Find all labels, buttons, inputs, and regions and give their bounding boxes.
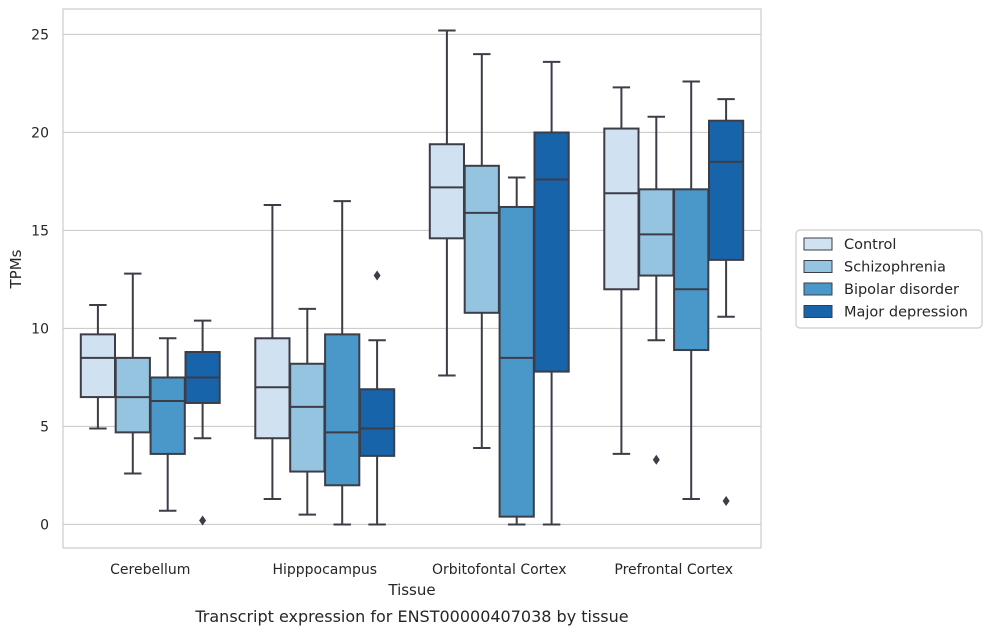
x-tick-label: Orbitofontal Cortex xyxy=(432,562,567,578)
legend-swatch xyxy=(803,305,833,318)
plot-frame xyxy=(62,8,762,549)
legend-label: Bipolar disorder xyxy=(844,282,959,298)
box-iqr xyxy=(149,376,186,455)
box xyxy=(358,270,396,526)
legend-frame xyxy=(795,229,983,329)
box-iqr xyxy=(358,388,396,457)
box-iqr xyxy=(79,333,117,399)
x-axis-label: Tissue xyxy=(387,581,435,599)
y-tick-label: 0 xyxy=(40,517,49,533)
y-tick-label: 20 xyxy=(31,125,49,141)
box xyxy=(149,337,186,512)
box-iqr xyxy=(428,143,466,240)
box-iqr xyxy=(673,188,710,352)
box-iqr xyxy=(603,127,640,291)
series-bipolar-disorder xyxy=(149,80,710,526)
outlier-point xyxy=(722,495,730,506)
box xyxy=(498,176,535,526)
x-tick-label: Hipppocampus xyxy=(272,562,377,578)
chart-caption: Transcript expression for ENST0000040703… xyxy=(194,607,628,626)
box xyxy=(603,86,640,455)
box-iqr xyxy=(707,119,745,261)
box xyxy=(254,204,291,500)
box-iqr xyxy=(498,205,535,518)
series-major-depression xyxy=(184,60,745,526)
box-iqr xyxy=(638,188,675,277)
box-series xyxy=(79,29,745,526)
legend-swatch xyxy=(803,260,833,273)
y-axis-ticks: 0 5 10 15 20 25 xyxy=(31,27,49,533)
box-iqr xyxy=(463,164,500,314)
outlier-point xyxy=(373,270,381,281)
box xyxy=(428,29,466,377)
box xyxy=(638,115,675,465)
y-tick-label: 10 xyxy=(31,321,49,337)
box xyxy=(289,307,326,516)
box-iqr xyxy=(289,362,326,473)
y-axis-label: TPMs xyxy=(7,249,25,289)
legend: Control Schizophrenia Bipolar disorder Majo… xyxy=(795,229,983,329)
legend-label: Major depression xyxy=(844,305,968,321)
box xyxy=(324,200,361,526)
legend-swatch xyxy=(803,237,833,251)
x-axis-ticks: Cerebellum Hipppocampus Orbitofontal Corte… xyxy=(110,562,733,578)
box xyxy=(707,98,745,506)
box xyxy=(79,303,117,430)
box xyxy=(533,60,570,526)
legend-swatch xyxy=(803,282,833,296)
y-tick-label: 5 xyxy=(40,419,49,435)
box xyxy=(114,272,151,475)
box-iqr xyxy=(114,356,151,434)
x-tick-label: Prefrontal Cortex xyxy=(614,562,733,578)
box-iqr xyxy=(324,333,361,487)
outlier-point xyxy=(652,454,660,465)
box-iqr xyxy=(533,131,570,373)
box xyxy=(673,80,710,500)
box xyxy=(463,53,500,450)
y-tick-label: 15 xyxy=(31,223,49,239)
legend-label: Schizophrenia xyxy=(844,260,946,276)
y-tick-label: 25 xyxy=(31,27,49,43)
legend-label: Control xyxy=(844,237,896,253)
outlier-point xyxy=(199,515,207,526)
box xyxy=(184,319,221,526)
x-tick-label: Cerebellum xyxy=(110,562,190,578)
